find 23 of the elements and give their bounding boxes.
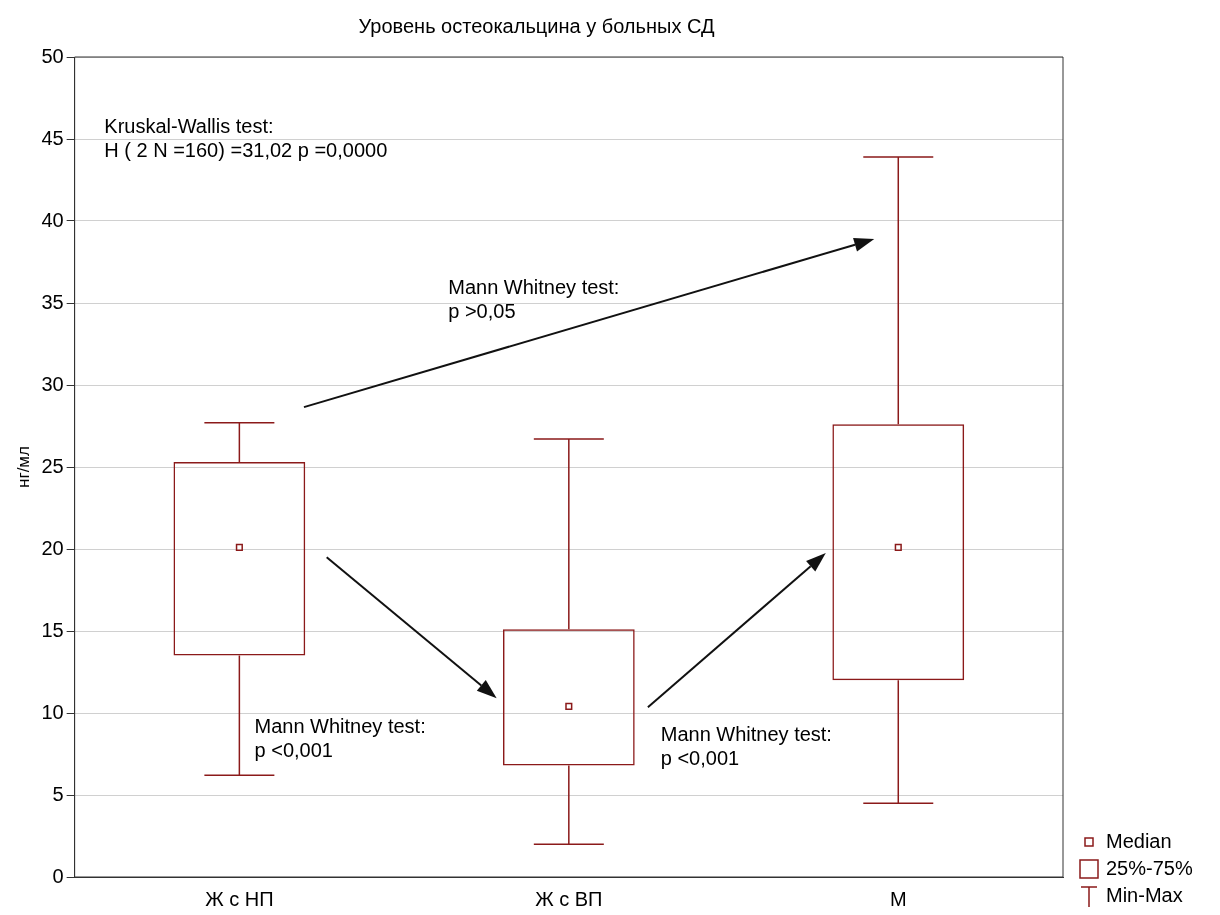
y-axis-title: нг/мл — [13, 446, 33, 488]
y-tick-label: 45 — [41, 126, 64, 149]
annotation: Mann Whitney test: p >0,05 — [448, 275, 620, 322]
y-tick-label: 0 — [52, 864, 64, 887]
annotation: Kruskal-Wallis test: H ( 2 N =160) =31,02 p =0,0000 — [104, 115, 388, 162]
text: Median — [1106, 829, 1172, 854]
y-tick-label: 20 — [41, 536, 64, 559]
text: 25%-75% — [1106, 856, 1193, 881]
annotation: Mann Whitney test: p <0,001 — [254, 714, 426, 761]
y-tick-label: 35 — [41, 290, 64, 313]
x-tick-label: М — [889, 887, 907, 910]
y-tick-label: 40 — [41, 208, 64, 231]
y-tick-label: 15 — [41, 618, 64, 641]
y-tick-label: 25 — [41, 454, 64, 477]
y-tick-label: 5 — [52, 782, 64, 805]
y-tick-label: 50 — [41, 44, 64, 67]
annotation: Mann Whitney test: p <0,001 — [660, 722, 832, 769]
y-tick-label: 10 — [41, 700, 64, 723]
x-tick-label: Ж с ВП — [535, 887, 603, 910]
y-tick-label: 30 — [41, 372, 64, 395]
chart-title: Уровень остеокальцина у больных СД — [358, 14, 715, 37]
x-tick-label: Ж с НП — [205, 887, 274, 910]
text: Min-Max — [1106, 883, 1183, 908]
